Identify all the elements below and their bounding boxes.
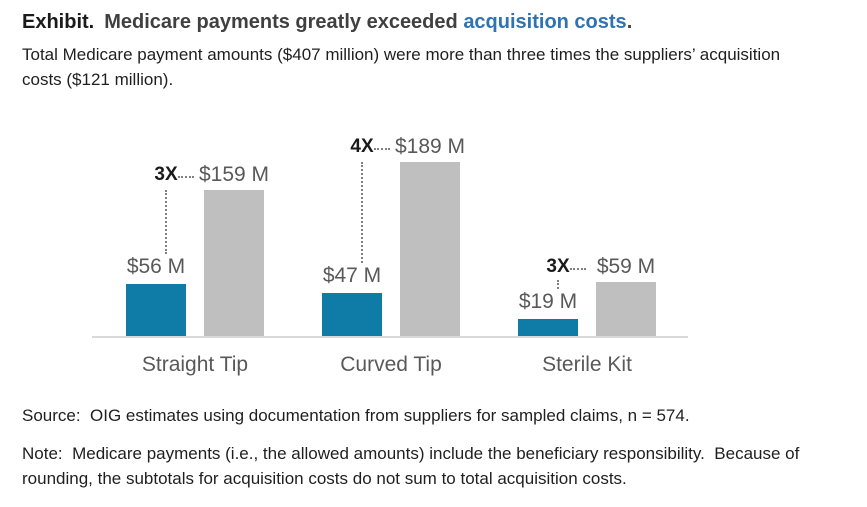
category-label: Sterile Kit: [542, 353, 632, 376]
acquisition-value-label: $19 M: [518, 290, 578, 313]
title-period: .: [626, 11, 633, 33]
exhibit-title: Exhibit. Medicare payments greatly exceed…: [22, 9, 632, 35]
multiplier-dots-icon: [374, 148, 390, 150]
multiplier-label: 3X: [154, 164, 178, 185]
multiplier-connector-line: [165, 190, 167, 254]
medicare-bar-chart: $56 M $159 M 3X Straight Tip $47 M $189 M 4X Cu…: [92, 116, 688, 376]
category-label: Straight Tip: [141, 353, 249, 376]
category-label: Curved Tip: [340, 353, 442, 376]
payment-value-label: $159 M: [198, 163, 270, 186]
title-main-text: Medicare payments greatly exceeded: [104, 11, 458, 33]
acquisition-value-label: $56 M: [126, 255, 186, 278]
payment-bar: [204, 190, 264, 336]
note-text: Note: Medicare payments (i.e., the allow…: [22, 444, 800, 488]
acquisition-bar: [126, 284, 186, 336]
multiplier-connector-line: [361, 162, 363, 263]
multiplier-dots-icon: [570, 268, 586, 270]
x-axis-line: [92, 336, 688, 338]
exhibit-subtitle: Total Medicare payment amounts ($407 mil…: [22, 45, 781, 89]
multiplier-label: 4X: [350, 136, 374, 157]
source-text: Source: OIG estimates using documentatio…: [22, 406, 690, 425]
acquisition-bar: [322, 293, 382, 336]
payment-value-label: $189 M: [394, 135, 466, 158]
payment-value-label: $59 M: [596, 255, 656, 278]
title-highlight-text: acquisition costs: [463, 11, 627, 33]
multiplier-dots-icon: [178, 176, 194, 178]
multiplier-connector-line: [557, 280, 559, 289]
acquisition-value-label: $47 M: [322, 264, 382, 287]
multiplier-label: 3X: [546, 256, 570, 277]
acquisition-bar: [518, 319, 578, 336]
exhibit-label: Exhibit.: [22, 11, 95, 33]
payment-bar: [596, 282, 656, 336]
payment-bar: [400, 162, 460, 336]
